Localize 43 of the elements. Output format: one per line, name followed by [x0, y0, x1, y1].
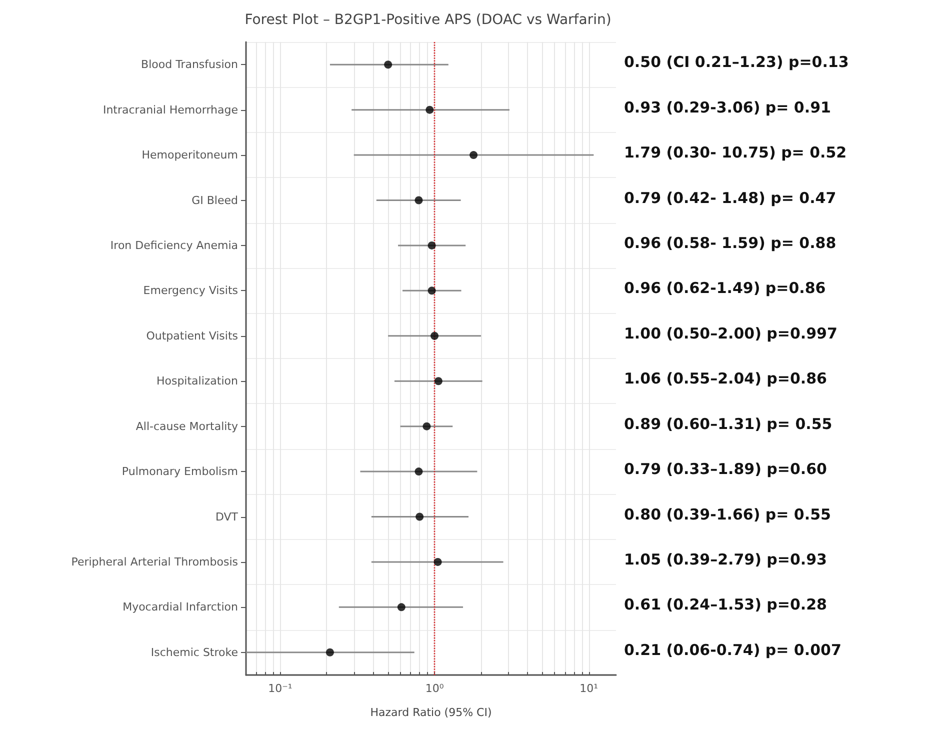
y-tick-label: All-cause Mortality	[136, 420, 238, 433]
point	[414, 196, 423, 204]
point	[422, 422, 431, 430]
y-tick-label: Intracranial Hemorrhage	[102, 103, 238, 116]
x-tick-label: 10¹	[580, 682, 598, 695]
point	[428, 286, 436, 295]
y-tick-label: Ischemic Stroke	[150, 646, 238, 659]
point	[426, 106, 434, 114]
y-tick-label: Emergency Visits	[143, 284, 238, 298]
y-tick-label: Outpatient Visits	[146, 329, 238, 342]
point	[434, 377, 442, 386]
text: 1.79 (0.30- 10.75) p= 0.52	[624, 144, 847, 162]
text: 0.21 (0.06-0.74) p= 0.007	[624, 640, 842, 659]
y-tick-label: Iron Deficiency Anemia	[110, 238, 238, 252]
text: 0.79 (0.33–1.89) p=0.60	[624, 460, 827, 478]
y-tick-label: DVT	[215, 510, 238, 524]
text: 0.50 (CI 0.21–1.23) p=0.13	[624, 53, 849, 72]
y-tick-label: Myocardial Infarction	[122, 600, 238, 614]
point	[434, 558, 442, 566]
point	[414, 468, 423, 476]
y-tick-label: GI Bleed	[192, 194, 238, 207]
x-axis-title: Hazard Ratio (95% CI)	[370, 706, 492, 719]
text: 1.06 (0.55–2.04) p=0.86	[624, 370, 827, 388]
x-tick-label: 10⁰	[425, 682, 444, 695]
y-tick-label: Blood Transfusion	[141, 58, 238, 72]
y-tick-label: Peripheral Arterial Thrombosis	[71, 555, 238, 568]
text: 1.00 (0.50–2.00) p=0.997	[624, 324, 838, 342]
text: 0.61 (0.24–1.53) p=0.28	[624, 596, 827, 614]
y-tick-label: Hemoperitoneum	[142, 148, 238, 162]
point	[428, 241, 436, 250]
text: 0.89 (0.60–1.31) p= 0.55	[624, 414, 832, 433]
text: 0.96 (0.62-1.49) p=0.86	[624, 279, 826, 298]
text: 0.79 (0.42- 1.48) p= 0.47	[624, 188, 836, 207]
x-tick-label: 10⁻¹	[268, 682, 292, 695]
text: 0.80 (0.39-1.66) p= 0.55	[624, 505, 831, 524]
point	[416, 512, 424, 521]
y-tick-label: Hospitalization	[156, 374, 238, 388]
text: 0.96 (0.58- 1.59) p= 0.88	[624, 234, 836, 252]
text: 1.05 (0.39–2.79) p=0.93	[624, 550, 827, 568]
point	[430, 332, 439, 340]
chart-title: Forest Plot – B2GP1-Positive APS (DOAC vs Warfarin)	[244, 12, 612, 28]
text: 0.93 (0.29-3.06) p= 0.91	[624, 98, 831, 116]
y-tick-label: Pulmonary Embolism	[122, 465, 238, 478]
